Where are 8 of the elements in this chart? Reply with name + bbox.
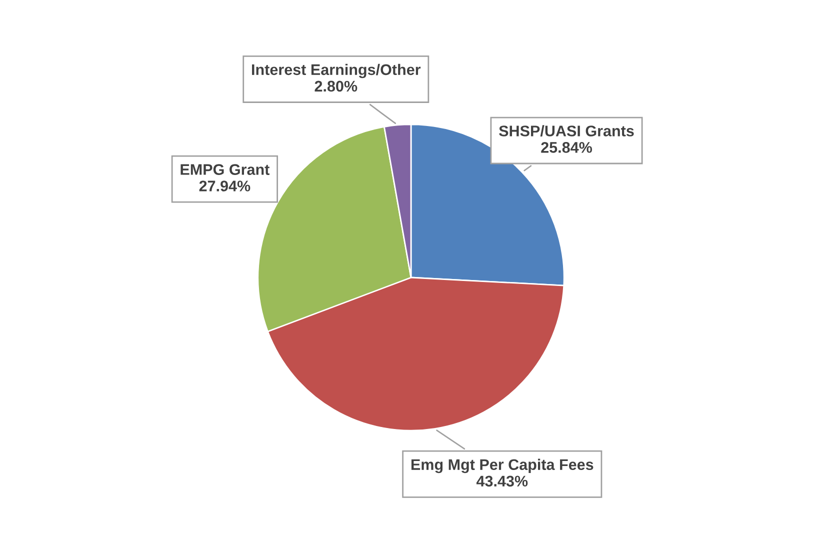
- data-label: 27.94%: [199, 180, 250, 192]
- data-label: 2.80%: [314, 80, 358, 92]
- slice-label: EMPG Grant: [180, 164, 270, 175]
- slice-label: SHSP/UASI Grants: [499, 125, 634, 137]
- slice-label: Emg Mgt Per Capita Fees: [411, 458, 594, 474]
- slice-label: Interest Earnings/Other: [252, 64, 421, 78]
- data-label: 43.43%: [476, 476, 528, 487]
- data-label: 25.84%: [541, 142, 592, 153]
